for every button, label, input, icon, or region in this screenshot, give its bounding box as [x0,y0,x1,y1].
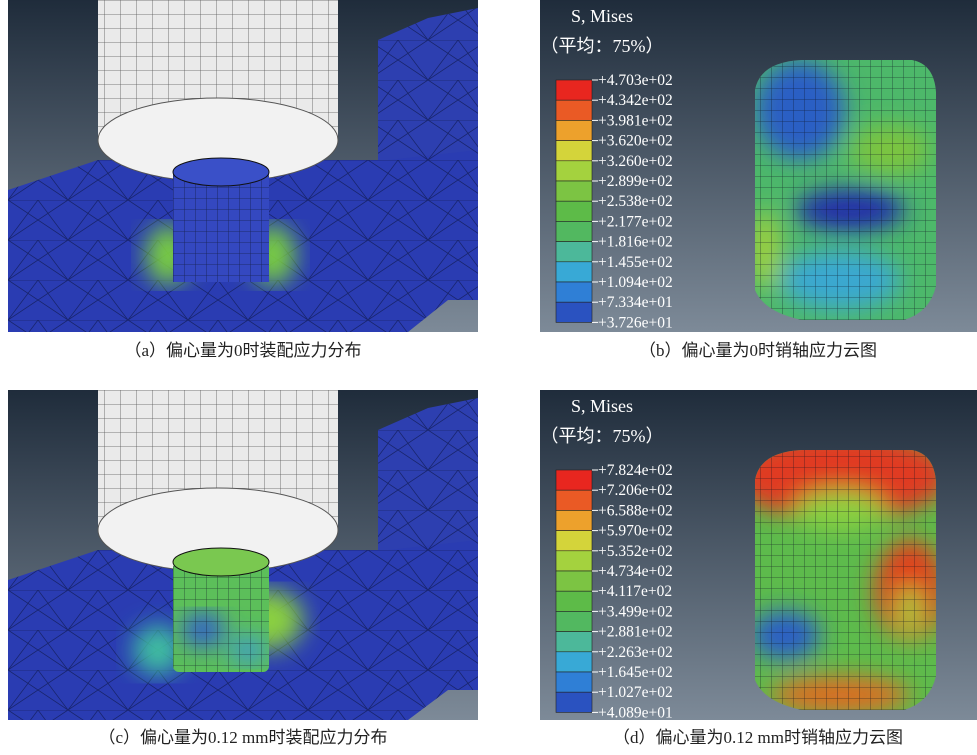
legend-label: +4.703e+02 [598,72,673,89]
pin-contour-b: S, Mises （平均：75%） +4.703e+02 +4.342e+02 +3.9… [540,0,977,332]
legend-color [556,161,592,181]
legend-color [556,470,592,490]
legend-label: +2.899e+02 [598,173,673,190]
legend-color [556,652,592,672]
legend-label: +2.881e+02 [598,624,673,641]
legend-color [556,632,592,652]
caption: （c）偏心量为0.12 mm时装配应力分布 [99,728,388,747]
legend-subtitle: （平均：75%） [541,36,664,56]
legend-color [556,591,592,611]
legend-color [556,692,592,712]
legend-color [556,531,592,551]
legend-color [556,282,592,302]
legend-label: +7.206e+02 [598,482,673,499]
legend-label: +4.734e+02 [598,563,673,580]
legend-label: +1.455e+02 [598,254,673,271]
legend-label: +4.117e+02 [598,583,672,600]
legend-color [556,100,592,120]
assembly-view-a [8,0,478,332]
legend-color [556,221,592,241]
legend-label: +1.094e+02 [598,274,673,291]
legend-color [556,611,592,631]
caption: （b）偏心量为0时销轴应力云图 [639,341,877,360]
legend-label: +3.260e+02 [598,153,673,170]
legend-label: +2.538e+02 [598,193,673,210]
legend-color [556,571,592,591]
legend-color [556,120,592,140]
legend-color [556,242,592,262]
legend-label: +3.499e+02 [598,603,673,620]
legend-label: +7.824e+02 [598,462,673,479]
caption: （d）偏心量为0.12 mm时销轴应力云图 [613,728,903,747]
legend-color [556,141,592,161]
legend-label: +1.645e+02 [598,664,673,681]
legend-label: +1.027e+02 [598,684,673,701]
legend-label: +2.177e+02 [598,213,673,230]
legend-color [556,80,592,100]
legend-color [556,510,592,530]
legend-label: +7.334e+01 [598,294,673,311]
legend-title: S, Mises [571,6,633,26]
assembly-view-c [8,390,478,720]
legend-color [556,551,592,571]
figure: S, Mises （平均：75%） +4.703e+02 +4.342e+02 +3.9… [0,0,977,755]
legend-color [556,302,592,322]
legend-label: +3.981e+02 [598,112,673,129]
legend-label: +3.726e+01 [598,314,673,331]
legend-label: +4.342e+02 [598,92,673,109]
legend-color [556,490,592,510]
caption: （a）偏心量为0时装配应力分布 [124,341,361,360]
legend-color [556,201,592,221]
legend-subtitle: （平均：75%） [541,426,664,446]
legend-title: S, Mises [571,396,633,416]
legend-label: +1.816e+02 [598,234,673,251]
legend-color [556,181,592,201]
legend-color [556,672,592,692]
legend-label: +2.263e+02 [598,644,673,661]
legend-label: +6.588e+02 [598,502,673,519]
legend-label: +5.970e+02 [598,523,673,540]
legend-label: +3.620e+02 [598,133,673,150]
pin-contour-d: S, Mises （平均：75%） +7.824e+02 +7.206e+02 +6.5… [540,390,977,721]
legend-color [556,262,592,282]
legend-label: +5.352e+02 [598,543,673,560]
legend-label: +4.089e+01 [598,704,673,721]
